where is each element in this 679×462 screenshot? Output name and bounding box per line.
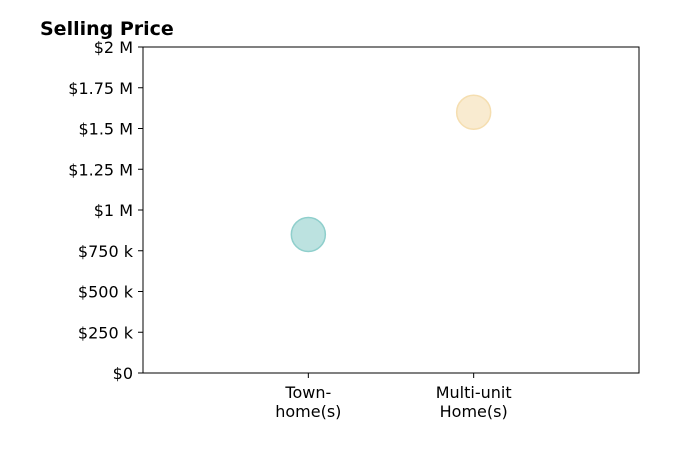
y-tick-label: $0 [113,364,133,383]
y-tick-label: $1.5 M [78,120,133,139]
y-tick-label: $1.75 M [68,79,133,98]
y-tick-label: $250 k [78,323,134,342]
chart-title: Selling Price [40,18,174,40]
data-points [290,94,492,253]
y-tick-label: $2 M [94,38,133,57]
x-tick-label: Town-home(s) [275,383,341,421]
data-point [455,94,492,130]
y-tick-label: $1 M [94,201,133,220]
y-tick-label: $750 k [78,242,134,261]
x-axis: Town-home(s) Multi-unit Home(s) [275,373,512,421]
x-tick-label: Multi-unit Home(s) [436,383,512,421]
y-axis: $0 $250 k $500 k $750 k $1 M $1.25 M $1.5 M $1.… [68,38,143,383]
y-tick-label: $1.25 M [68,160,133,179]
y-tick-label: $500 k [78,283,134,302]
data-point [290,216,327,253]
plot-frame [142,46,640,374]
